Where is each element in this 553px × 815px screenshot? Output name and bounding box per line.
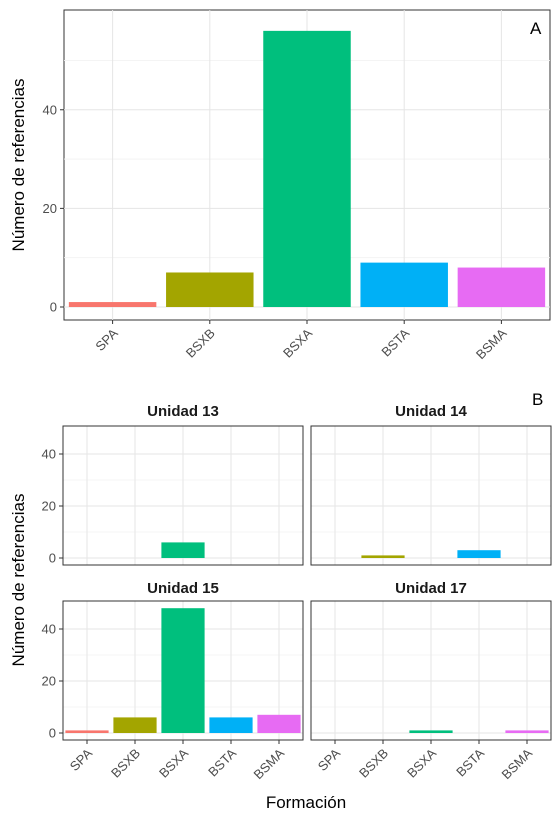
panel-a-y-ticks: 0 20 40 bbox=[43, 102, 64, 315]
panel-b-y-ticks: 0 20 40 0 20 40 bbox=[42, 447, 63, 741]
facet-title: Unidad 13 bbox=[147, 403, 219, 420]
x-tick-label: BSMA bbox=[473, 325, 510, 362]
y-tick-label: 40 bbox=[42, 447, 56, 462]
facet-border bbox=[62, 425, 304, 566]
bar-spa bbox=[65, 730, 109, 733]
panel-a-x-ticks: SPA BSXB BSXA BSTA BSMA bbox=[92, 320, 510, 362]
x-tick-label: BSMA bbox=[498, 745, 535, 782]
facet-title: Unidad 15 bbox=[147, 580, 219, 597]
x-tick-label: BSXB bbox=[108, 746, 143, 781]
facet-unidad-15: Unidad 15 bbox=[62, 580, 304, 741]
y-tick-label: 0 bbox=[49, 551, 56, 566]
y-tick-label: 40 bbox=[43, 102, 57, 117]
bar-bsxa bbox=[161, 608, 205, 733]
x-tick-label: BSMA bbox=[250, 745, 287, 782]
x-tick-label: BSXA bbox=[404, 745, 439, 780]
bar-spa bbox=[68, 302, 157, 307]
bar-bsxb bbox=[166, 272, 254, 307]
x-tick-label: BSXB bbox=[356, 746, 391, 781]
bar-bsma bbox=[457, 267, 546, 307]
panel-b-facets: Unidad 13 Unidad 14 Unidad 15 Unidad 17 bbox=[62, 403, 552, 741]
facet-unidad-13: Unidad 13 bbox=[62, 403, 304, 566]
x-tick-label: BSTA bbox=[205, 745, 239, 779]
facet-title: Unidad 17 bbox=[395, 580, 467, 597]
panel-a-y-axis-label: Número de referencias bbox=[9, 79, 28, 252]
bar-bsta bbox=[209, 717, 253, 733]
facet-border bbox=[310, 425, 552, 566]
x-tick-label: BSXA bbox=[280, 325, 315, 360]
panel-b-tag: B bbox=[532, 390, 543, 409]
bar-bsma bbox=[257, 714, 301, 733]
facet-unidad-17: Unidad 17 bbox=[310, 580, 552, 741]
x-tick-label: BSTA bbox=[378, 325, 412, 359]
y-tick-label: 40 bbox=[42, 622, 56, 637]
bar-bsxa bbox=[161, 542, 205, 558]
bar-bsma bbox=[505, 730, 549, 733]
y-tick-label: 0 bbox=[49, 726, 56, 741]
bar-bsxb bbox=[361, 555, 405, 558]
x-tick-label: BSTA bbox=[453, 745, 487, 779]
panel-a: 0 20 40 SPA BSXB BSXA BSTA BSMA A Número de re… bbox=[9, 9, 551, 362]
bar-bsta bbox=[457, 550, 501, 558]
bar-bsxb bbox=[113, 717, 157, 733]
y-tick-label: 20 bbox=[43, 201, 57, 216]
panel-a-tag: A bbox=[530, 19, 542, 38]
panel-b: B Unidad 13 Unidad 14 Unidad 15 Unidad 17 0… bbox=[9, 390, 552, 812]
x-tick-label: BSXA bbox=[156, 745, 191, 780]
x-tick-label: SPA bbox=[67, 745, 96, 774]
x-tick-label: SPA bbox=[315, 745, 344, 774]
bar-bsxa bbox=[263, 30, 351, 308]
x-tick-label: BSXB bbox=[183, 326, 218, 361]
panel-b-y-axis-label: Número de referencias bbox=[9, 494, 28, 667]
panel-b-x-ticks: SPA BSXB BSXA BSTA BSMA SPA BSXB BSXA BSTA BSMA bbox=[67, 740, 535, 782]
facet-title: Unidad 14 bbox=[395, 403, 467, 420]
y-tick-label: 20 bbox=[42, 674, 56, 689]
panel-b-x-axis-label: Formación bbox=[266, 793, 346, 812]
x-tick-label: SPA bbox=[92, 325, 121, 354]
bar-bsxa bbox=[409, 730, 453, 733]
bar-bsta bbox=[360, 262, 448, 307]
y-tick-label: 0 bbox=[50, 300, 57, 315]
panel-a-bars bbox=[68, 30, 546, 308]
y-tick-label: 20 bbox=[42, 499, 56, 514]
facet-unidad-14: Unidad 14 bbox=[310, 403, 552, 566]
